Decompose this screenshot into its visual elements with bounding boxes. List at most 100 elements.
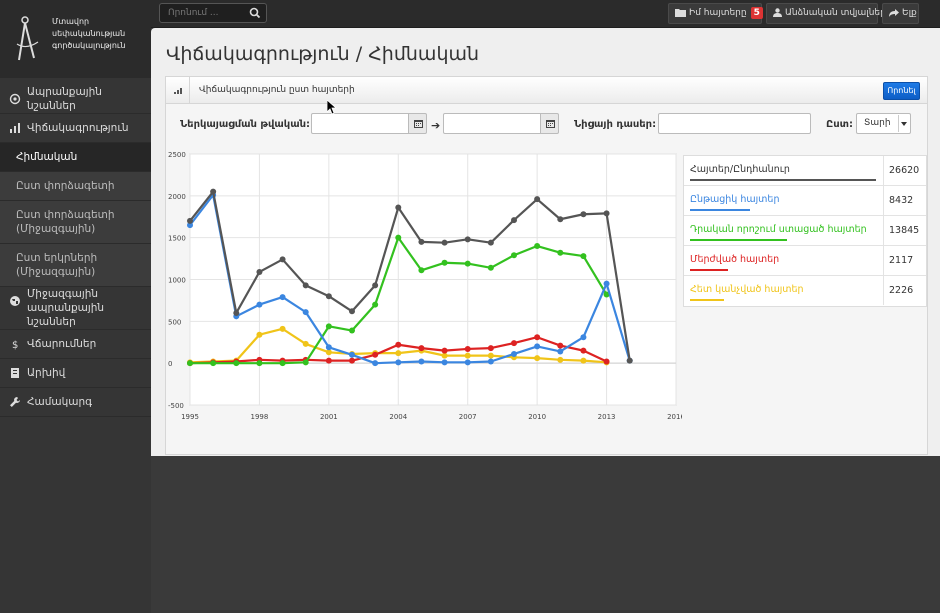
date-label: Ներկայացման թվական: bbox=[180, 119, 311, 130]
logout-button[interactable]: Ելք bbox=[882, 3, 919, 24]
data-point bbox=[187, 360, 193, 367]
data-point bbox=[256, 301, 263, 308]
chart-legend: Հայտեր/Ընդհանուր 26620 Ընթացիկ հայտեր 8432 Դ… bbox=[683, 155, 927, 307]
data-point bbox=[325, 323, 332, 330]
sidebar-item-by-expert-international[interactable]: Ըստ փորձագետի (Միջազգային) bbox=[0, 201, 151, 244]
line-chart: 2500 2000 1500 1000 500 0 -500 1995 1998 2001 2004… bbox=[168, 151, 682, 421]
data-point bbox=[557, 249, 564, 256]
date-to-calendar-button[interactable] bbox=[540, 113, 559, 134]
date-from-calendar-button[interactable] bbox=[408, 113, 427, 134]
data-point bbox=[580, 357, 587, 364]
data-point bbox=[534, 343, 541, 350]
legend-series-name: Հայտեր/Ընդհանուր bbox=[690, 164, 790, 175]
data-point bbox=[349, 351, 355, 358]
data-point bbox=[603, 280, 610, 287]
x-tick-label: 2010 bbox=[528, 413, 546, 421]
sidebar-item-label: Ըստ փորձագետի (Միջազգային) bbox=[16, 209, 115, 235]
sidebar-item-basic[interactable]: Հիմնական bbox=[0, 143, 151, 172]
search-button[interactable]: Որոնել bbox=[883, 82, 920, 100]
data-point bbox=[487, 358, 494, 365]
y-tick-label: -500 bbox=[168, 402, 184, 410]
data-point bbox=[487, 345, 494, 352]
data-point bbox=[302, 359, 309, 366]
legend-row[interactable]: Դրական որոշում ստացած հայտեր 13845 bbox=[684, 216, 926, 246]
nice-classes-label: Նիցայի դասեր: bbox=[574, 119, 657, 130]
x-tick-label: 2001 bbox=[320, 413, 338, 421]
date-to-input[interactable] bbox=[443, 113, 543, 134]
legend-row[interactable]: Հետ կանչված հայտեր 2226 bbox=[684, 276, 926, 306]
data-point bbox=[511, 217, 517, 224]
data-point bbox=[302, 309, 309, 316]
group-by-select[interactable]: Տարի bbox=[856, 113, 911, 134]
data-point bbox=[210, 188, 217, 195]
data-point bbox=[441, 352, 448, 359]
sidebar-item-label: Միջազգային ապրանքային նշաններ bbox=[27, 288, 105, 328]
y-tick-label: 0 bbox=[168, 360, 172, 368]
y-tick-label: 1000 bbox=[168, 277, 186, 285]
date-from-input[interactable] bbox=[311, 113, 411, 134]
data-point bbox=[325, 357, 332, 364]
sidebar-item-statistics[interactable]: Վիճակագրություն bbox=[0, 114, 151, 143]
sidebar-item-label: Ըստ երկրների (Միջազգային) bbox=[16, 252, 98, 278]
logo-line-1: Մտավոր bbox=[52, 17, 90, 26]
user-profile-label: Անձնական տվյալներ bbox=[785, 8, 886, 18]
logo-line-3: գործակալություն bbox=[52, 41, 126, 50]
legend-series-name: Դրական որոշում ստացած հայտեր bbox=[690, 224, 867, 235]
legend-series-name: Հետ կանչված հայտեր bbox=[690, 284, 804, 295]
data-point bbox=[395, 234, 402, 241]
sidebar-item-international-trademarks[interactable]: Միջազգային ապրանքային նշաններ bbox=[0, 287, 151, 330]
legend-series-total: 13845 bbox=[883, 216, 927, 245]
sidebar-item-by-country-international[interactable]: Ըստ երկրների (Միջազգային) bbox=[0, 244, 151, 287]
data-point bbox=[325, 344, 332, 351]
legend-row[interactable]: Հայտեր/Ընդհանուր 26620 bbox=[684, 156, 926, 186]
legend-row[interactable]: Մերժված հայտեր 2117 bbox=[684, 246, 926, 276]
data-point bbox=[441, 359, 448, 366]
applications-count-badge: 5 bbox=[750, 6, 763, 19]
data-point bbox=[534, 334, 541, 341]
sidebar-item-label: Վճարումներ bbox=[27, 338, 97, 350]
data-point bbox=[279, 294, 286, 301]
sidebar-item-archive[interactable]: Արխիվ bbox=[0, 359, 151, 388]
sidebar-item-by-expert[interactable]: Ըստ փորձագետի bbox=[0, 172, 151, 201]
calendar-icon bbox=[546, 120, 555, 128]
x-tick-label: 1998 bbox=[251, 413, 269, 421]
search-input[interactable] bbox=[160, 4, 244, 22]
legend-row[interactable]: Ընթացիկ հայտեր 8432 bbox=[684, 186, 926, 216]
sidebar-item-payments[interactable]: $ Վճարումներ bbox=[0, 330, 151, 359]
legend-series-total: 26620 bbox=[883, 156, 927, 185]
data-point bbox=[580, 347, 587, 354]
logo[interactable]: Մտավոր սեփականության գործակալություն bbox=[0, 0, 151, 78]
data-point bbox=[279, 325, 286, 332]
y-tick-label: 500 bbox=[168, 318, 181, 326]
arrow-right-icon: ➔ bbox=[431, 119, 441, 132]
user-icon bbox=[773, 8, 782, 17]
data-point bbox=[418, 238, 425, 245]
globe-icon bbox=[10, 296, 20, 306]
wrench-icon bbox=[10, 397, 20, 407]
sidebar-item-label: Վիճակագրություն bbox=[27, 122, 129, 134]
user-profile-button[interactable]: Անձնական տվյալներ bbox=[766, 3, 886, 24]
series-line bbox=[189, 190, 631, 361]
data-point bbox=[210, 360, 217, 367]
sidebar-item-label: Հիմնական bbox=[16, 151, 78, 163]
x-tick-label: 1995 bbox=[181, 413, 199, 421]
svg-text:$: $ bbox=[12, 340, 18, 350]
search-icon[interactable] bbox=[248, 6, 262, 20]
sidebar-item-system[interactable]: Համակարգ bbox=[0, 388, 151, 417]
search-box bbox=[159, 3, 267, 23]
filters-row: Ներկայացման թվական: ➔ Նիցայի դասեր: Ըստ:… bbox=[166, 104, 927, 146]
y-tick-label: 2000 bbox=[168, 193, 186, 201]
share-arrow-icon bbox=[889, 8, 899, 17]
sidebar-item-trademarks[interactable]: Ապրանքային նշաններ bbox=[0, 84, 151, 114]
data-point bbox=[372, 282, 379, 289]
x-tick-label: 2013 bbox=[598, 413, 616, 421]
data-point bbox=[302, 282, 309, 289]
legend-series-name: Մերժված հայտեր bbox=[690, 254, 780, 265]
legend-series-total: 2226 bbox=[883, 276, 927, 305]
my-applications-button[interactable]: Իմ հայտերը 5 bbox=[668, 3, 763, 24]
legend-color-line bbox=[690, 269, 728, 271]
signal-bars-icon bbox=[174, 88, 182, 94]
data-point bbox=[349, 327, 355, 334]
data-point bbox=[325, 293, 332, 300]
nice-classes-input[interactable] bbox=[658, 113, 811, 134]
